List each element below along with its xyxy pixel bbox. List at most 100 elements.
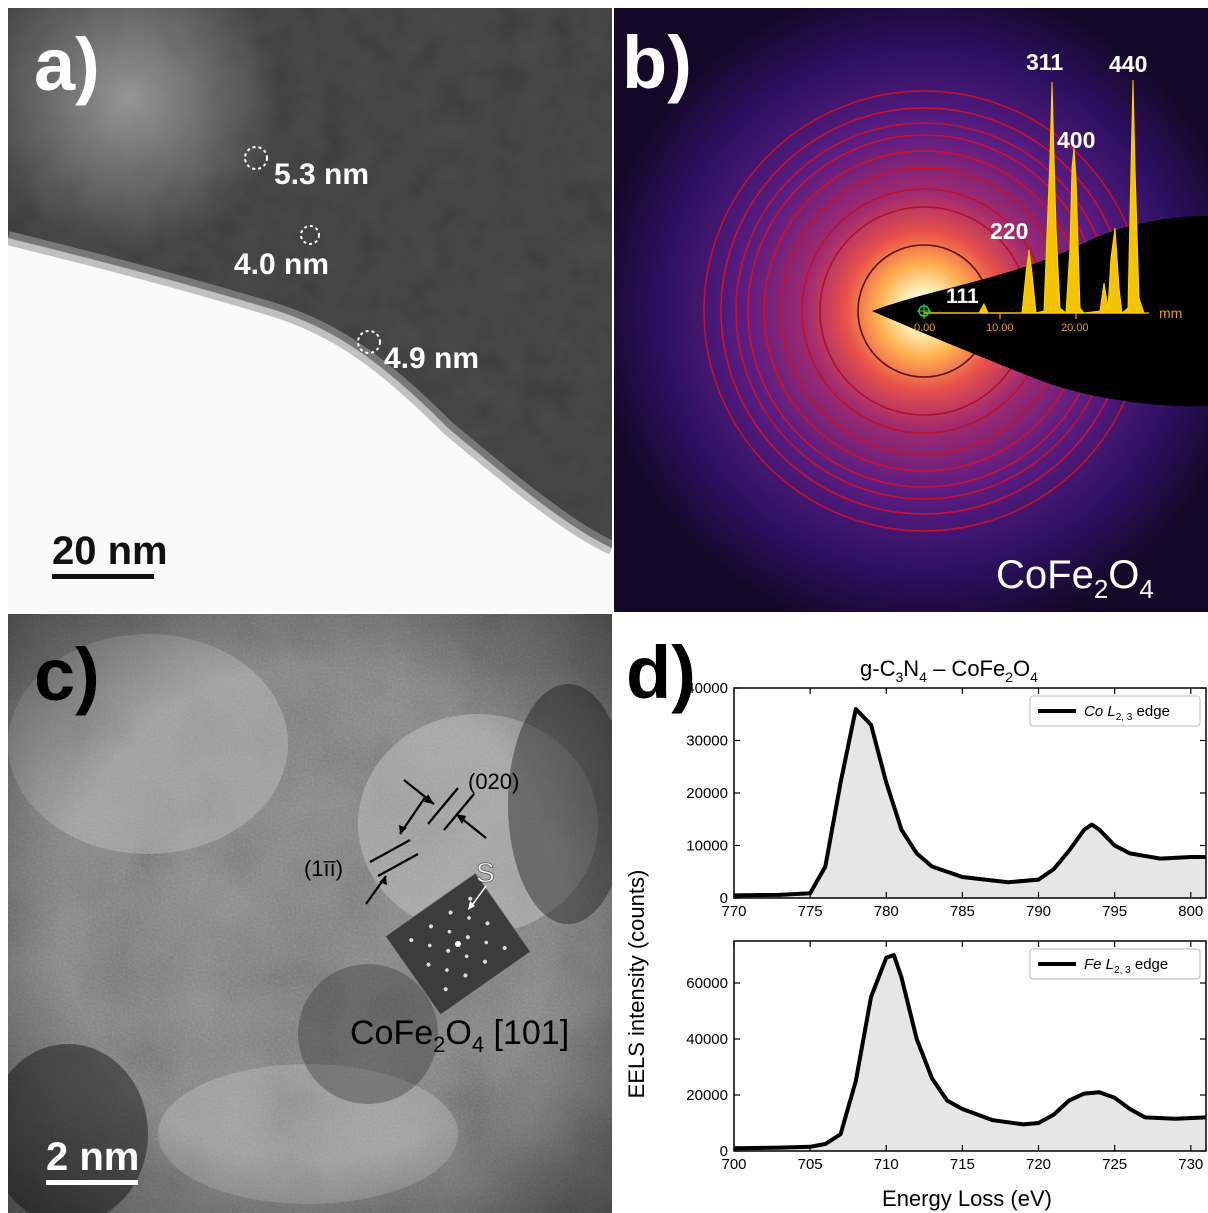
co-data-point <box>1091 824 1093 825</box>
fe-data-point <box>885 957 887 959</box>
fe-x-tick-label: 700 <box>721 1156 746 1173</box>
co-spectrum-line <box>733 707 1206 898</box>
panel-a-svg: 5.3 nm 4.0 nm 4.9 nm a) 20 nm <box>8 8 612 612</box>
co-y-tick-label: 0 <box>720 890 728 907</box>
co-x-tick-label: 780 <box>874 903 899 920</box>
x-axis-label: Energy Loss (eV) <box>882 1186 1052 1211</box>
fe-plot-frame <box>733 940 1207 1152</box>
co-data-point <box>916 852 918 854</box>
fe-data-point <box>870 996 872 998</box>
co-data-point <box>779 894 781 896</box>
scale-bar-c <box>46 1180 138 1185</box>
fft-inset <box>384 872 532 1016</box>
co-legend-label: Co L2, 3 edge <box>1084 703 1170 723</box>
plane-label-111: (1īī) <box>304 856 343 881</box>
fe-data-point <box>1038 1122 1040 1124</box>
co-data-point <box>1083 829 1085 831</box>
panel-a-label: a) <box>34 23 100 106</box>
fe-x-tick-label: 710 <box>874 1156 899 1173</box>
co-data-point <box>1068 850 1070 852</box>
fe-data-point <box>1175 1118 1177 1120</box>
y-axis-label: EELS intensity (counts) <box>624 870 649 1099</box>
fe-data-point <box>900 976 902 978</box>
co-x-tick-label: 800 <box>1178 903 1203 920</box>
eels-chart: d) g-C3N4 – CoFe2O4 EELS intensity (coun… <box>624 631 1207 1211</box>
fe-data-point <box>1144 1116 1146 1118</box>
fe-x-tick-label: 715 <box>950 1156 975 1173</box>
plot-co-l23: 770 775 780 785 790 795 800 0 10000 20000 30000 400… <box>686 680 1207 920</box>
peak-label-220: 220 <box>990 218 1028 244</box>
scale-bar-c-label: 2 nm <box>46 1135 139 1179</box>
co-data-point <box>1159 858 1161 860</box>
fe-data-point <box>1083 1093 1085 1095</box>
fe-x-tick-label: 725 <box>1102 1156 1127 1173</box>
co-data-point <box>870 724 872 726</box>
co-data-point <box>1038 879 1040 881</box>
fe-x-tick-label: 705 <box>798 1156 823 1173</box>
fe-data-point <box>1129 1108 1131 1110</box>
co-area-fill <box>734 709 1206 898</box>
co-y-tick-label: 20000 <box>686 785 728 802</box>
panel-c-svg: (020) (1īī) S CoFe2O4 [101] c) 2 nm <box>8 614 612 1213</box>
co-data-point <box>855 708 857 710</box>
co-data-point <box>900 829 902 831</box>
zone-axis-label: CoFe2O4 [101] <box>350 1014 569 1057</box>
chart-title: g-C3N4 – CoFe2O4 <box>860 656 1038 685</box>
fe-data-point <box>931 1077 933 1079</box>
material-label: CoFe2O4 <box>996 553 1154 604</box>
co-data-point <box>1114 845 1116 846</box>
fe-data-point <box>916 1038 918 1040</box>
co-data-point <box>1129 852 1131 854</box>
fe-data-point <box>893 954 895 956</box>
co-data-point <box>1053 868 1055 870</box>
particle-marker-1 <box>244 146 268 170</box>
peak-label-311: 311 <box>1026 49 1063 75</box>
fe-y-tick-label: 40000 <box>686 1031 728 1048</box>
fe-data-point <box>855 1080 857 1082</box>
panel-d-label: d) <box>626 631 696 714</box>
fe-data-point <box>992 1119 994 1121</box>
profile-unit: mm <box>1159 305 1182 321</box>
fe-area-fill <box>734 955 1206 1151</box>
fe-data-point <box>1022 1123 1024 1125</box>
co-data-point <box>1190 856 1192 858</box>
co-x-tick-label: 775 <box>798 903 823 920</box>
particle-size-3: 4.9 nm <box>384 342 479 375</box>
panel-c-label: c) <box>34 633 100 716</box>
panel-b-label: b) <box>622 21 692 104</box>
co-data-point <box>824 866 826 867</box>
fe-legend-label: Fe L2, 3 edge <box>1084 956 1168 976</box>
co-data-point <box>840 782 842 783</box>
peak-label-400: 400 <box>1057 127 1095 153</box>
fe-data-point <box>824 1143 826 1145</box>
fe-legend-box <box>1029 948 1201 980</box>
panel-b-svg: 0.00 10.00 20.00 mm 111 220 311 400 440 … <box>614 8 1208 612</box>
fe-spectrum-line <box>733 953 1207 1151</box>
co-x-tick-label: 785 <box>950 903 975 920</box>
fe-data-point <box>1114 1097 1116 1099</box>
co-legend-box <box>1029 695 1201 727</box>
tick-label-10: 10.00 <box>986 322 1014 334</box>
particle-marker-3 <box>357 330 381 354</box>
fe-x-tick-label: 730 <box>1178 1156 1203 1173</box>
panel-a-tem-image: 5.3 nm 4.0 nm 4.9 nm a) 20 nm <box>8 8 612 612</box>
particle-marker-2 <box>300 225 320 245</box>
co-y-tick-label: 30000 <box>686 733 728 750</box>
co-x-tick-label: 770 <box>721 903 746 920</box>
marker-s: S <box>476 857 495 888</box>
panel-b-diffraction: 0.00 10.00 20.00 mm 111 220 311 400 440 … <box>614 8 1208 612</box>
peak-label-111: 111 <box>946 285 979 308</box>
co-data-point <box>961 876 963 878</box>
scale-bar-a <box>52 574 154 579</box>
tick-label-0: 0.00 <box>914 322 935 334</box>
intensity-profile <box>924 79 1145 315</box>
particle-size-2: 4.0 nm <box>234 248 329 281</box>
co-y-tick-label: 10000 <box>686 838 728 855</box>
co-data-point <box>885 782 887 783</box>
plot-fe-l23: 700 705 710 715 720 725 730 0 20000 40000 60000 Fe … <box>686 940 1207 1173</box>
peak-label-440: 440 <box>1109 51 1147 77</box>
fe-data-point <box>1098 1091 1100 1093</box>
fe-data-point <box>961 1108 963 1110</box>
scale-bar-a-label: 20 nm <box>52 529 168 573</box>
beam-stop <box>872 216 1208 407</box>
